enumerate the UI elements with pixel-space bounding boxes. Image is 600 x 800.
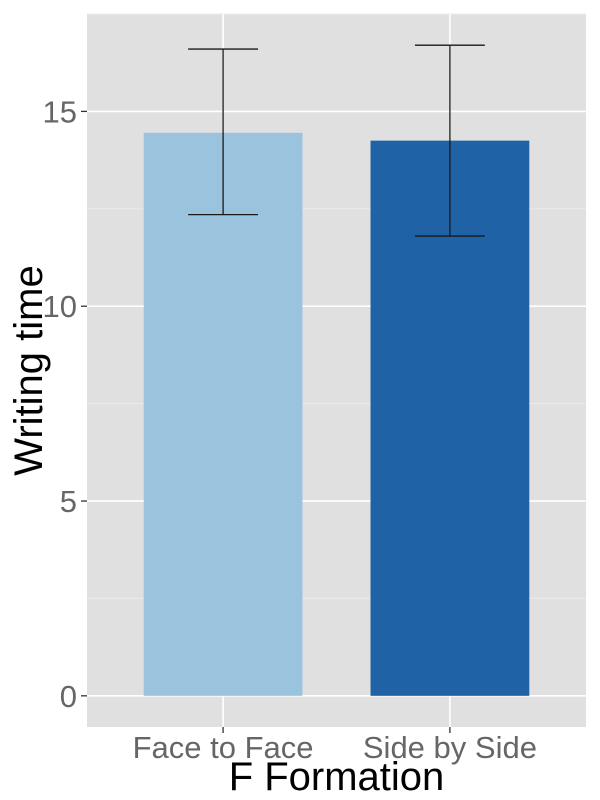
- x-axis-title: F Formation: [229, 755, 445, 799]
- y-tick-label: 0: [60, 679, 77, 714]
- error-bar-side-by-side: [414, 44, 485, 237]
- y-axis-ticks: 0 5 10 15: [43, 94, 87, 714]
- y-tick-label: 5: [60, 484, 77, 519]
- error-bars: [188, 44, 485, 237]
- y-tick-label: 10: [43, 289, 77, 324]
- error-bar-face-to-face: [188, 48, 259, 216]
- x-tick-label: Side by Side: [363, 730, 537, 765]
- bar-face-to-face: [143, 132, 303, 696]
- bars: [143, 132, 530, 696]
- y-tick-label: 15: [43, 94, 77, 129]
- x-axis-ticks: Face to Face Side by Side: [133, 727, 537, 765]
- x-tick-label: Face to Face: [133, 730, 314, 765]
- y-axis-title: Writing time: [7, 265, 51, 475]
